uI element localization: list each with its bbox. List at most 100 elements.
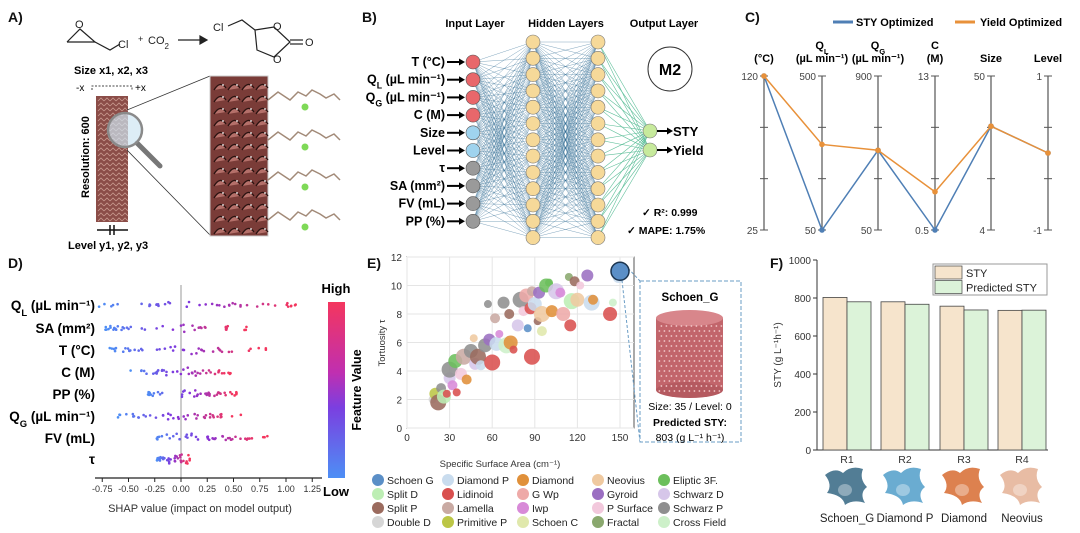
co2-main: CO — [148, 35, 165, 47]
pore-mark — [121, 207, 129, 212]
connection — [472, 74, 534, 116]
legend-label: Schoen C — [532, 517, 579, 529]
shap-point — [263, 435, 266, 439]
connection — [472, 123, 534, 187]
pore-mark — [109, 207, 117, 212]
molecule-chain — [267, 209, 341, 221]
reaction-text: O Cl + CO2 Cl O O O — [75, 19, 314, 66]
co2: CO2 — [148, 35, 170, 51]
feature-label: T (°C) — [59, 343, 95, 358]
connection — [472, 58, 534, 133]
cylinder-pore — [665, 325, 668, 327]
cylinder-pore — [700, 355, 703, 357]
y-tick-label: 4 — [396, 367, 402, 378]
connection — [472, 79, 534, 157]
shap-point — [211, 350, 215, 353]
cylinder-pore — [680, 385, 683, 387]
callout-size-level: Size: 35 / Level: 0 — [648, 401, 732, 413]
axis-min-label: 50 — [805, 226, 817, 237]
y-tick-label: 2 — [396, 396, 402, 407]
legend-marker — [592, 488, 604, 500]
pore-mark — [97, 207, 105, 212]
legend-marker — [658, 474, 670, 486]
shap-point — [113, 349, 117, 353]
shap-point — [151, 394, 155, 398]
shap-point — [154, 371, 157, 375]
connection — [472, 123, 534, 222]
input-label-sub: G — [375, 98, 382, 108]
connection — [472, 58, 534, 63]
input-node — [465, 143, 481, 158]
connection — [532, 41, 599, 206]
structure-label: Neovius — [1001, 513, 1043, 525]
cylinder-pore — [683, 340, 686, 342]
connection — [472, 97, 534, 124]
shap-point — [198, 372, 202, 375]
shap-point — [172, 416, 175, 420]
shap-point — [255, 305, 259, 308]
pore-dot — [222, 192, 224, 194]
hidden-node — [590, 165, 606, 180]
arrow-head-icon — [667, 127, 673, 135]
cylinder-pore — [705, 365, 708, 367]
connection — [532, 41, 599, 75]
shap-point — [154, 416, 158, 419]
structure-pore — [955, 484, 969, 496]
shap-point — [173, 457, 176, 460]
cylinder-pore — [688, 350, 691, 352]
shap-point — [118, 413, 122, 417]
pore-mark — [109, 152, 117, 157]
x-tick-label: 0.25 — [198, 484, 216, 494]
legend-marker — [658, 488, 670, 500]
parallel-coordinates-chart: STY Optimized Yield Optimized(°C)12025QL(… — [741, 17, 1062, 237]
cylinder-pore — [660, 355, 663, 357]
shap-point — [161, 414, 165, 417]
cylinder-pore — [665, 375, 668, 377]
pore-dot — [250, 228, 252, 230]
legend-label: STY — [966, 268, 988, 280]
pore-mark — [115, 157, 123, 162]
cylinder-pore — [680, 365, 683, 367]
cylinder-pore — [658, 390, 661, 392]
connection — [532, 107, 599, 238]
connection — [472, 79, 534, 140]
connection — [472, 74, 534, 187]
feature-label: QL (µL min⁻¹) — [11, 298, 95, 319]
connection — [597, 74, 651, 132]
pore-dot — [222, 144, 224, 146]
pore-mark — [103, 137, 111, 142]
cylinder-pore — [693, 350, 696, 352]
connection — [472, 97, 534, 141]
cylinder-pore — [693, 370, 696, 372]
cylinder-pore — [660, 385, 663, 387]
shap-point — [216, 346, 220, 350]
axis-header-unit: (°C) — [754, 53, 774, 65]
shap-point — [273, 304, 277, 307]
cylinder-pore — [670, 345, 673, 347]
x-tick-label: 0.75 — [251, 484, 269, 494]
shap-point — [147, 393, 151, 397]
shap-point — [249, 347, 252, 351]
cylinder-pore — [715, 325, 718, 327]
connection — [472, 204, 534, 222]
pore-mark — [109, 187, 117, 192]
bar-sty — [939, 305, 965, 451]
shap-point — [195, 352, 198, 355]
connection — [472, 132, 534, 189]
shap-point — [239, 437, 242, 441]
input-label-main: PP (%) — [406, 214, 445, 228]
shap-point — [125, 326, 129, 329]
legend-marker — [372, 502, 384, 514]
cylinder-pore — [703, 340, 706, 342]
shap-point — [105, 328, 108, 331]
cylinder-bottom — [656, 382, 723, 398]
shap-point — [264, 347, 268, 350]
shap-point — [199, 392, 202, 396]
axis-header-unit: (µL min⁻¹) — [796, 53, 849, 65]
axis-header-sub: G — [879, 47, 885, 56]
shap-point — [230, 392, 234, 396]
shap-point — [202, 349, 206, 353]
hidden-node — [525, 181, 541, 196]
cylinder-pore — [688, 330, 691, 332]
input-label-main: Level — [413, 144, 445, 158]
